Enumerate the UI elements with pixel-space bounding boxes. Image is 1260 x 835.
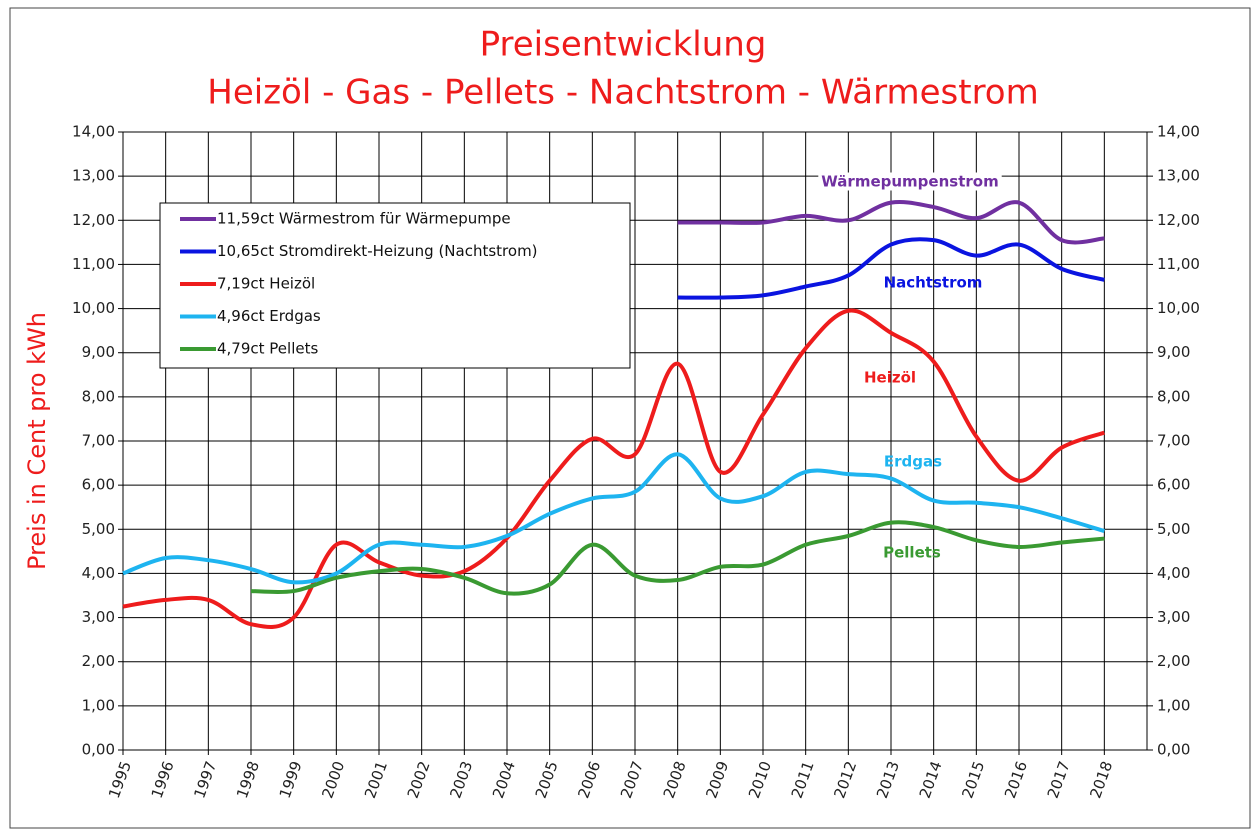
- frame: [9, 7, 1251, 829]
- y-tick-label: 6,00: [82, 476, 115, 494]
- y-tick-label: 14,00: [72, 123, 115, 141]
- y-tick-label: 3,00: [82, 608, 115, 626]
- series-annotation: Nachtstrom: [884, 274, 983, 292]
- y2-tick-label: 0,00: [1157, 741, 1190, 759]
- y-tick-label: 1,00: [82, 696, 115, 714]
- y-tick-label: 12,00: [72, 211, 115, 229]
- y2-tick-label: 1,00: [1157, 696, 1190, 714]
- legend-label: 10,65ct Stromdirekt-Heizung (Nachtstrom): [217, 242, 538, 260]
- y2-tick-label: 9,00: [1157, 343, 1190, 361]
- y-tick-label: 4,00: [82, 564, 115, 582]
- chart-title: Heizöl - Gas - Pellets - Nachtstrom - Wä…: [207, 73, 1038, 113]
- y-tick-label: 8,00: [82, 387, 115, 405]
- legend-label: 7,19ct Heizöl: [217, 275, 315, 293]
- y2-tick-label: 7,00: [1157, 432, 1190, 450]
- y-tick-label: 9,00: [82, 343, 115, 361]
- series-line: [122, 452, 1105, 585]
- y2-tick-label: 5,00: [1157, 520, 1190, 538]
- series-line: [677, 237, 1105, 300]
- plot-border: [122, 131, 1148, 751]
- y2-tick-label: 8,00: [1157, 387, 1190, 405]
- y-tick-label: 5,00: [82, 520, 115, 538]
- y2-tick-label: 13,00: [1157, 167, 1200, 185]
- y2-tick-label: 4,00: [1157, 564, 1190, 582]
- y-tick-label: 11,00: [72, 255, 115, 273]
- series-line: [122, 308, 1105, 629]
- series-annotation: Pellets: [883, 544, 941, 562]
- chart-title: Preisentwicklung: [480, 25, 767, 65]
- y-tick-label: 10,00: [72, 299, 115, 317]
- legend-label: 11,59ct Wärmestrom für Wärmepumpe: [217, 210, 511, 228]
- series-annotation: Heizöl: [864, 369, 916, 387]
- y-tick-label: 2,00: [82, 652, 115, 670]
- legend-label: 4,79ct Pellets: [217, 340, 318, 358]
- legend-box: [159, 202, 631, 369]
- legend-label: 4,96ct Erdgas: [217, 307, 321, 325]
- series-annotation: Wärmepumpenstrom: [821, 173, 998, 191]
- y2-tick-label: 3,00: [1157, 608, 1190, 626]
- y-tick-label: 7,00: [82, 432, 115, 450]
- y2-tick-label: 11,00: [1157, 255, 1200, 273]
- y2-tick-label: 2,00: [1157, 652, 1190, 670]
- y2-tick-label: 14,00: [1157, 123, 1200, 141]
- y-tick-label: 0,00: [82, 741, 115, 759]
- annotation-bg: [818, 172, 1002, 191]
- series-line: [250, 520, 1105, 596]
- series-line: [677, 200, 1105, 245]
- y2-tick-label: 6,00: [1157, 476, 1190, 494]
- y2-tick-label: 12,00: [1157, 211, 1200, 229]
- y2-tick-label: 10,00: [1157, 299, 1200, 317]
- y-tick-label: 13,00: [72, 167, 115, 185]
- series-annotation: Erdgas: [884, 453, 942, 471]
- y-axis-label: Preis in Cent pro kWh: [23, 312, 51, 570]
